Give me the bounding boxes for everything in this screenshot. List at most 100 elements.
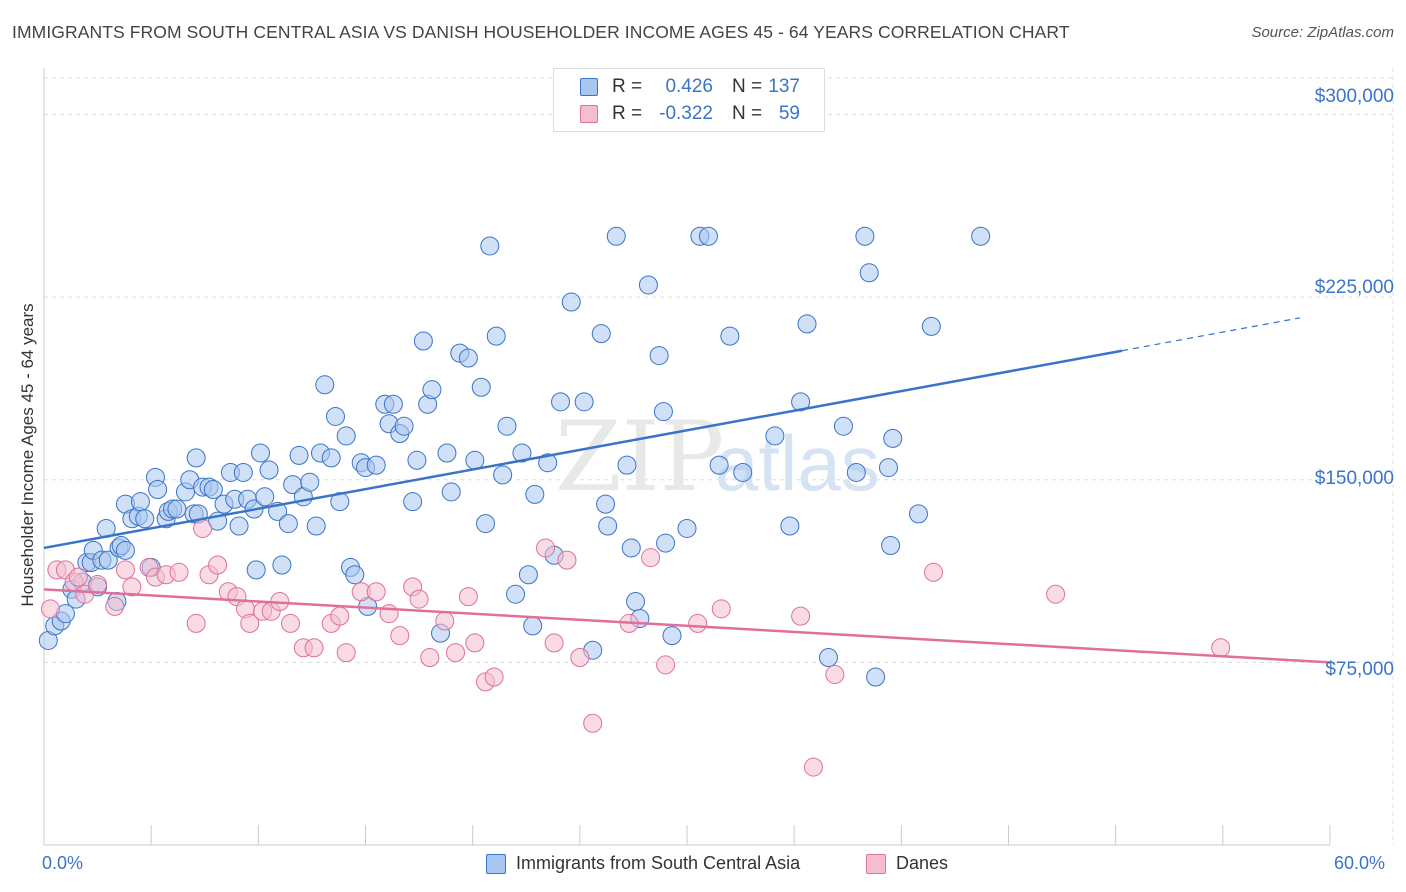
legend-n-value: 59 [778, 103, 800, 124]
immigrants-point [233, 462, 253, 482]
danes-point [409, 589, 429, 609]
immigrants-point [98, 550, 118, 570]
danes-point [544, 633, 564, 653]
immigrants-point [921, 316, 941, 336]
bottom-legend-swatch-blue [486, 854, 506, 874]
danes-point [435, 611, 455, 631]
immigrants-point [606, 226, 626, 246]
danes-point [336, 643, 356, 663]
immigrants-point [148, 480, 168, 500]
immigrants-point [780, 516, 800, 536]
immigrants-point [366, 455, 386, 475]
source-label: Source: ZipAtlas.com [1251, 24, 1394, 41]
y-tick-label: $75,000 [1325, 659, 1394, 680]
immigrants-point [662, 626, 682, 646]
immigrants-point [866, 667, 886, 687]
immigrants-point [422, 380, 442, 400]
y-tick-label: $300,000 [1314, 86, 1394, 107]
immigrants-point [525, 484, 545, 504]
immigrants-point [321, 448, 341, 468]
danes-point [791, 606, 811, 626]
immigrants-point [115, 540, 135, 560]
danes-point [446, 643, 466, 663]
legend-n-label: N = [732, 103, 763, 124]
immigrants-point [383, 394, 403, 414]
danes-point [366, 582, 386, 602]
immigrants-point [883, 428, 903, 448]
legend-n-value: 137 [768, 76, 800, 97]
legend-r-value: -0.322 [659, 103, 713, 124]
danes-point [208, 555, 228, 575]
immigrants-point [598, 516, 618, 536]
danes-point [304, 638, 324, 658]
immigrants-point [878, 458, 898, 478]
immigrants-point [881, 536, 901, 556]
y-axis-label: Householder Income Ages 45 - 64 years [18, 303, 37, 607]
danes-point [75, 584, 95, 604]
legend-n-label: N = [732, 76, 763, 97]
immigrants-point [908, 504, 928, 524]
y-tick-label: $225,000 [1314, 277, 1394, 298]
immigrants-point [791, 392, 811, 412]
immigrants-point [130, 492, 150, 512]
watermark-zip: ZIP [555, 401, 724, 513]
immigrants-point [653, 402, 673, 422]
immigrants-point [246, 560, 266, 580]
danes-point [240, 613, 260, 633]
danes-point [1046, 584, 1066, 604]
immigrants-point [167, 499, 187, 519]
danes-point [825, 665, 845, 685]
immigrants-point [345, 565, 365, 585]
immigrants-point [325, 406, 345, 426]
immigrants-point [186, 448, 206, 468]
immigrants-point [255, 487, 275, 507]
immigrants-point [403, 492, 423, 512]
danes-point [68, 567, 88, 587]
legend-row-immigrants: R = 0.426 N = 137 [554, 75, 824, 101]
danes-point [570, 648, 590, 668]
chart-title: IMMIGRANTS FROM SOUTH CENTRAL ASIA VS DA… [12, 22, 1070, 42]
immigrants-point [203, 480, 223, 500]
danes-point [641, 548, 661, 568]
immigrants-point [561, 292, 581, 312]
bottom-legend: Immigrants from South Central Asia Danes [0, 852, 1406, 878]
legend-row-danes: R = -0.322 N = 59 [554, 102, 824, 128]
immigrants-point [471, 377, 491, 397]
immigrants-point [336, 426, 356, 446]
immigrants-point [407, 450, 427, 470]
immigrants-point [638, 275, 658, 295]
immigrants-point [465, 450, 485, 470]
immigrants-point [497, 416, 517, 436]
immigrants-point [458, 348, 478, 368]
immigrants-point [677, 518, 697, 538]
danes-point [688, 613, 708, 633]
legend-r-label: R = [612, 76, 643, 97]
danes-point [484, 667, 504, 687]
watermark-atlas: atlas [715, 419, 880, 507]
danes-point [88, 574, 108, 594]
immigrants-point [591, 324, 611, 344]
danes-point [280, 613, 300, 633]
immigrants-point [259, 460, 279, 480]
danes-point [193, 518, 213, 538]
trend-line-danes [43, 588, 1331, 664]
bottom-legend-swatch-pink [866, 854, 886, 874]
immigrants-point [278, 514, 298, 534]
immigrants-point [476, 514, 496, 534]
immigrants-point [626, 592, 646, 612]
immigrants-point [506, 584, 526, 604]
series-danes-points [40, 518, 1231, 777]
immigrants-point [617, 455, 637, 475]
danes-point [458, 587, 478, 607]
immigrants-point [720, 326, 740, 346]
immigrants-point [656, 533, 676, 553]
immigrants-point [512, 443, 532, 463]
danes-point [390, 626, 410, 646]
immigrants-point [306, 516, 326, 536]
legend-r-value: 0.426 [665, 76, 713, 97]
immigrants-point [698, 226, 718, 246]
immigrants-point [733, 462, 753, 482]
immigrants-point [797, 314, 817, 334]
immigrants-point [250, 443, 270, 463]
